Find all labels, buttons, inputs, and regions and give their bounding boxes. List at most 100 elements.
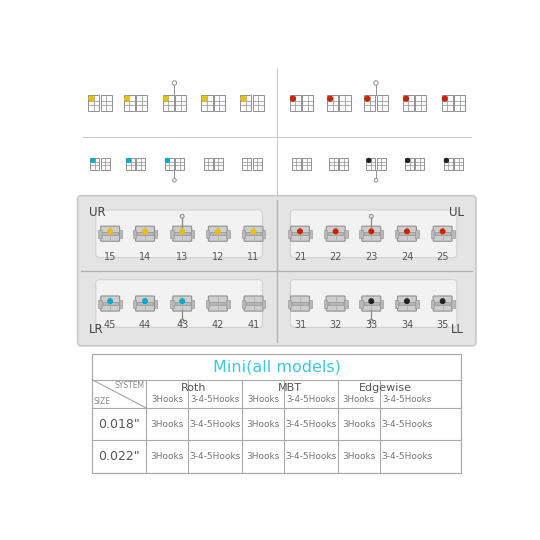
Circle shape <box>143 229 147 234</box>
Bar <box>214 158 223 170</box>
Bar <box>435 302 450 305</box>
Bar <box>101 96 112 111</box>
Circle shape <box>444 159 448 163</box>
Bar <box>137 302 153 305</box>
Circle shape <box>173 179 176 182</box>
Bar <box>451 230 455 238</box>
Bar <box>153 300 157 307</box>
Circle shape <box>251 229 256 234</box>
Bar <box>302 96 313 111</box>
Bar <box>136 158 145 170</box>
Bar <box>415 96 427 111</box>
Circle shape <box>369 229 374 234</box>
Bar <box>339 158 348 170</box>
Text: 24: 24 <box>401 252 413 262</box>
Circle shape <box>215 229 220 234</box>
Text: 0.018": 0.018" <box>98 417 140 430</box>
Circle shape <box>180 299 185 303</box>
Bar <box>241 300 245 307</box>
Text: 3Hooks: 3Hooks <box>343 395 375 404</box>
Text: 33: 33 <box>365 320 377 330</box>
FancyBboxPatch shape <box>244 226 263 241</box>
Circle shape <box>180 229 185 234</box>
Bar <box>262 300 266 307</box>
Circle shape <box>202 96 207 101</box>
Circle shape <box>369 319 373 323</box>
Bar <box>292 158 301 170</box>
Text: 25: 25 <box>436 252 449 262</box>
FancyBboxPatch shape <box>100 296 119 311</box>
Text: 42: 42 <box>212 320 224 330</box>
Text: 3-4-5Hooks: 3-4-5Hooks <box>285 420 336 429</box>
FancyBboxPatch shape <box>96 210 262 258</box>
Bar <box>246 302 261 305</box>
FancyBboxPatch shape <box>173 226 192 241</box>
Bar <box>206 300 210 307</box>
Bar <box>262 230 266 238</box>
Circle shape <box>165 159 170 163</box>
Circle shape <box>143 299 147 303</box>
FancyBboxPatch shape <box>96 280 262 327</box>
Circle shape <box>369 214 373 218</box>
Bar <box>174 232 190 235</box>
Circle shape <box>404 229 409 234</box>
FancyBboxPatch shape <box>397 226 416 241</box>
FancyBboxPatch shape <box>78 195 476 346</box>
Text: 3-4-5Hooks: 3-4-5Hooks <box>285 452 336 461</box>
Bar <box>380 300 383 307</box>
Bar <box>191 300 194 307</box>
Bar <box>363 302 379 305</box>
Text: 3-4-5Hooks: 3-4-5Hooks <box>382 395 431 404</box>
Bar <box>201 96 213 111</box>
Bar <box>98 230 102 238</box>
Text: 21: 21 <box>294 252 306 262</box>
Bar <box>415 158 424 170</box>
Bar <box>376 158 386 170</box>
FancyBboxPatch shape <box>244 296 263 311</box>
Bar <box>323 230 327 238</box>
Bar <box>119 230 122 238</box>
Text: UL: UL <box>449 206 464 219</box>
Text: MBT: MBT <box>278 383 302 393</box>
Bar <box>323 300 327 307</box>
Bar <box>290 96 301 111</box>
Bar <box>329 158 338 170</box>
Text: 41: 41 <box>247 320 260 330</box>
Bar <box>100 158 110 170</box>
Circle shape <box>328 96 333 101</box>
Bar <box>444 158 453 170</box>
FancyBboxPatch shape <box>136 226 154 241</box>
Bar <box>454 96 465 111</box>
Circle shape <box>442 96 447 101</box>
Bar <box>170 230 174 238</box>
Bar <box>376 96 388 111</box>
Bar <box>226 230 230 238</box>
Bar <box>165 158 174 170</box>
Text: 3-4-5Hooks: 3-4-5Hooks <box>190 452 241 461</box>
Circle shape <box>365 96 370 101</box>
Bar <box>415 230 419 238</box>
Circle shape <box>164 96 168 101</box>
Bar <box>328 302 343 305</box>
FancyBboxPatch shape <box>397 296 416 311</box>
Bar <box>395 300 399 307</box>
Circle shape <box>333 229 338 234</box>
Bar <box>119 300 122 307</box>
Bar <box>292 232 308 235</box>
Text: 3-4-5Hooks: 3-4-5Hooks <box>381 420 433 429</box>
Bar <box>124 96 135 111</box>
Bar <box>340 96 350 111</box>
Circle shape <box>404 299 409 303</box>
FancyBboxPatch shape <box>326 226 345 241</box>
Text: 31: 31 <box>294 320 306 330</box>
Bar <box>253 158 261 170</box>
Bar <box>206 230 210 238</box>
Text: SIZE: SIZE <box>94 397 111 406</box>
Bar <box>240 96 251 111</box>
FancyBboxPatch shape <box>433 296 452 311</box>
Text: 15: 15 <box>104 252 116 262</box>
Bar <box>435 232 450 235</box>
Circle shape <box>440 299 445 303</box>
Bar <box>288 230 292 238</box>
Text: 3-4-5Hooks: 3-4-5Hooks <box>286 395 335 404</box>
